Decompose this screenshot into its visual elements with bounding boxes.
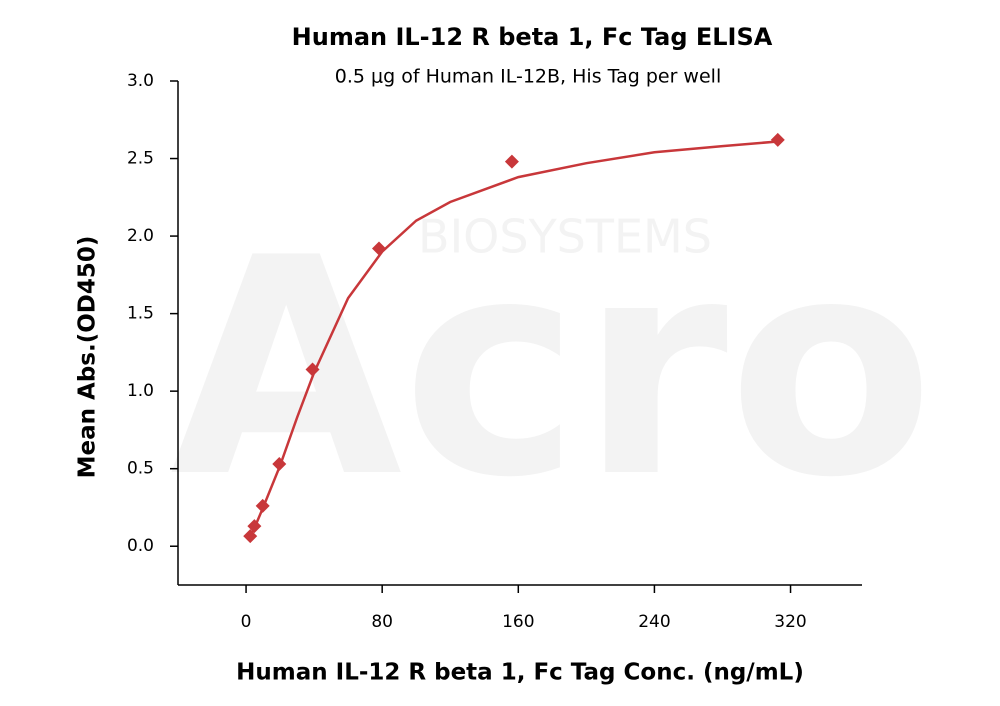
y-tick-label: 1.5 [127, 304, 154, 324]
data-point [770, 132, 785, 147]
y-tick-label: 0.5 [127, 459, 154, 479]
x-tick-label: 80 [371, 612, 393, 632]
chart-title: Human IL-12 R beta 1, Fc Tag ELISA [292, 23, 773, 51]
x-axis-label: Human IL-12 R beta 1, Fc Tag Conc. (ng/m… [236, 660, 804, 686]
x-tick-label: 0 [241, 612, 252, 632]
data-point [243, 529, 258, 544]
y-tick-label: 1.0 [127, 381, 154, 401]
y-tick-label: 2.5 [127, 149, 154, 169]
watermark: BIOSYSTEMS [418, 210, 712, 264]
data-point [272, 457, 287, 472]
watermark: Acro [170, 194, 934, 543]
data-point [247, 519, 262, 534]
data-point [504, 154, 519, 169]
x-tick-label: 160 [502, 612, 534, 632]
data-point [255, 498, 270, 513]
data-point [305, 362, 320, 377]
x-tick-label: 320 [774, 612, 806, 632]
y-tick-label: 3.0 [127, 71, 154, 91]
y-tick-label: 0.0 [127, 536, 154, 556]
y-tick-label: 2.0 [127, 226, 154, 246]
data-point [371, 241, 386, 256]
y-axis-label: Mean Abs.(OD450) [75, 236, 101, 479]
x-tick-label: 240 [638, 612, 670, 632]
chart-subtitle: 0.5 μg of Human IL-12B, His Tag per well [335, 66, 721, 88]
